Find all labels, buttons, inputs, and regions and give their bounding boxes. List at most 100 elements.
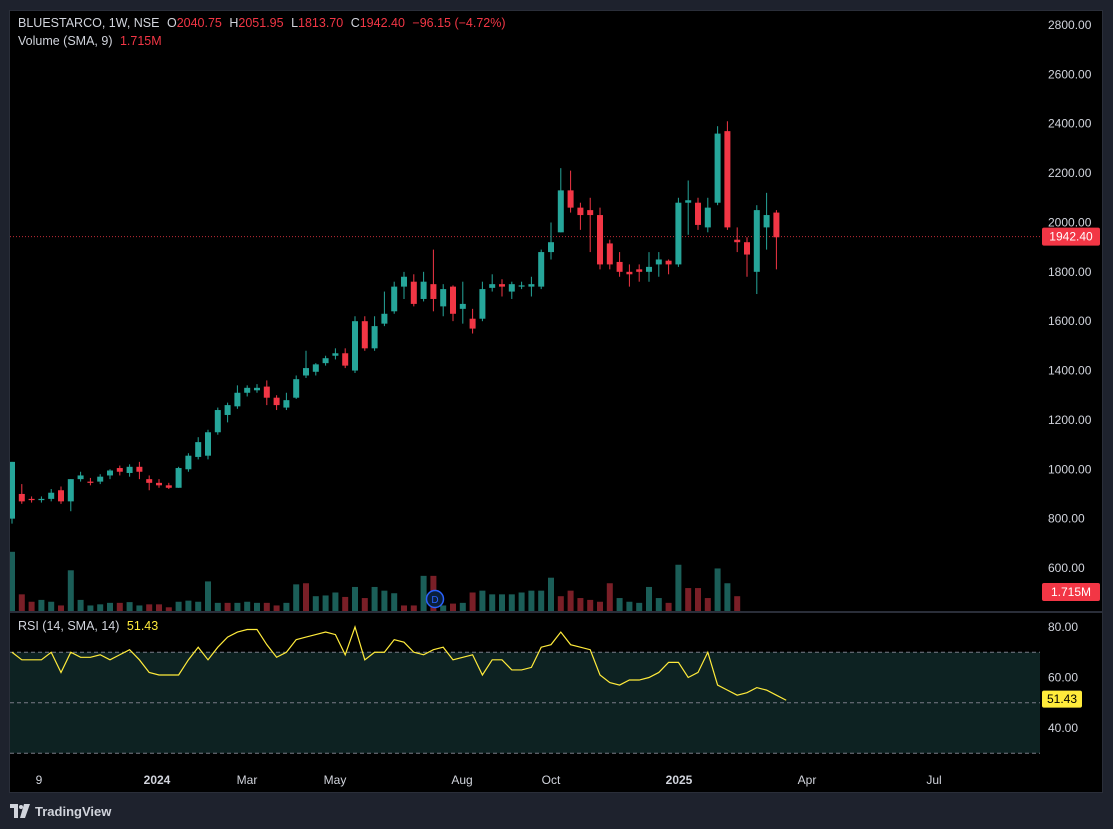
volume-legend[interactable]: Volume (SMA, 9) 1.715M <box>18 34 166 48</box>
candle-body <box>303 368 309 376</box>
candle-body <box>567 190 574 208</box>
candle-body <box>254 387 260 391</box>
candle <box>156 479 162 488</box>
candle-body <box>616 261 623 272</box>
volume-bar <box>254 602 260 611</box>
candle <box>77 471 84 482</box>
volume-bar <box>332 592 339 611</box>
candle <box>352 316 358 374</box>
volume-axis-label: 1.715M <box>1051 585 1091 599</box>
price-tick-label: 1200.00 <box>1048 413 1092 427</box>
volume-bar <box>577 598 584 611</box>
candle-body <box>165 485 172 488</box>
last-price-tag: 1942.40 <box>1042 227 1100 246</box>
tradingview-branding[interactable]: TradingView <box>10 802 111 820</box>
candle <box>224 402 231 423</box>
candle <box>714 126 721 206</box>
candle <box>479 281 486 322</box>
candle <box>587 197 594 253</box>
candle <box>381 291 388 327</box>
candle <box>518 281 525 290</box>
candle-body <box>626 271 633 275</box>
volume-bar <box>401 605 407 611</box>
candle-body <box>489 284 496 288</box>
volume-bar <box>273 605 280 611</box>
candle <box>616 252 623 277</box>
volume-bar <box>312 596 319 611</box>
candle-body <box>87 481 94 483</box>
symbol-legend[interactable]: BLUESTARCO, 1W, NSE O2040.75 H2051.95 L1… <box>18 16 510 30</box>
volume-bar <box>234 602 241 611</box>
candle-body <box>724 131 731 228</box>
rsi-legend[interactable]: RSI (14, SMA, 14) 51.43 <box>18 619 162 633</box>
candle-body <box>675 202 682 265</box>
time-tick-label: Apr <box>798 773 817 787</box>
candle <box>646 252 652 282</box>
candle <box>175 466 182 488</box>
candle-body <box>646 266 652 272</box>
candle-body <box>734 239 741 243</box>
candle <box>146 475 153 491</box>
volume-bar <box>165 607 172 611</box>
dividend-marker-label: D <box>431 595 438 606</box>
price-tick-label: 600.00 <box>1048 561 1085 575</box>
candle-body <box>97 476 104 482</box>
candle-body <box>116 468 123 472</box>
candle <box>606 239 613 270</box>
price-tick-label: 2600.00 <box>1048 67 1092 81</box>
volume-bar <box>636 602 643 611</box>
time-tick-label: 9 <box>36 773 43 787</box>
volume-bar <box>28 601 35 611</box>
candle <box>459 281 466 324</box>
candles <box>10 121 780 524</box>
candle-body <box>636 269 643 272</box>
candle-body <box>361 321 368 349</box>
candle <box>195 437 202 460</box>
candle <box>538 249 545 290</box>
rsi-axis[interactable]: 80.00 60.00 40.00 51.43 <box>1040 613 1102 768</box>
time-tick-label: Mar <box>237 773 258 787</box>
last-price-label: 1942.40 <box>1049 230 1093 244</box>
pane-separator[interactable] <box>10 611 1102 613</box>
candle <box>410 274 417 307</box>
volume-bar <box>175 601 182 611</box>
candle <box>401 271 407 299</box>
price-tick-label: 1000.00 <box>1048 462 1092 476</box>
volume-tag: 1.715M <box>1042 583 1100 601</box>
candle <box>205 429 211 460</box>
candle-body <box>538 252 545 287</box>
candle <box>636 264 643 282</box>
volume-bar <box>48 601 55 611</box>
candle-body <box>224 405 231 415</box>
candle <box>254 384 260 393</box>
time-tick-label: May <box>324 773 347 787</box>
candle-body <box>67 479 74 502</box>
candle-body <box>214 410 221 433</box>
candle <box>450 285 456 322</box>
candle-body <box>587 210 594 216</box>
candle-body <box>597 215 603 265</box>
rsi-line <box>11 625 787 701</box>
volume-bar <box>67 570 74 611</box>
rsi-label: RSI (14, SMA, 14) <box>18 619 120 633</box>
time-axis[interactable]: 9 2024 Mar May Aug Oct 2025 Apr Jul <box>10 768 1102 792</box>
candle <box>234 385 241 409</box>
volume-bar <box>528 590 535 611</box>
symbol-info[interactable]: BLUESTARCO, 1W, NSE <box>18 16 160 30</box>
candle <box>67 479 74 512</box>
rsi-pane[interactable] <box>10 613 1040 768</box>
candle-body <box>175 468 182 488</box>
candle <box>332 348 339 360</box>
candle <box>548 222 554 260</box>
candle-body <box>205 432 211 456</box>
price-axis[interactable]: 2800.00 2600.00 2400.00 2200.00 2000.00 1800.… <box>1040 11 1102 611</box>
candle <box>655 252 662 277</box>
price-pane[interactable]: D <box>10 11 1040 611</box>
candle-body <box>77 475 84 480</box>
volume-bar <box>107 602 113 611</box>
candle-body <box>332 353 339 356</box>
tradingview-logo-icon <box>10 804 30 818</box>
volume-bar <box>391 593 398 611</box>
volume-bar <box>38 599 45 611</box>
dividend-marker[interactable]: D <box>425 589 445 609</box>
